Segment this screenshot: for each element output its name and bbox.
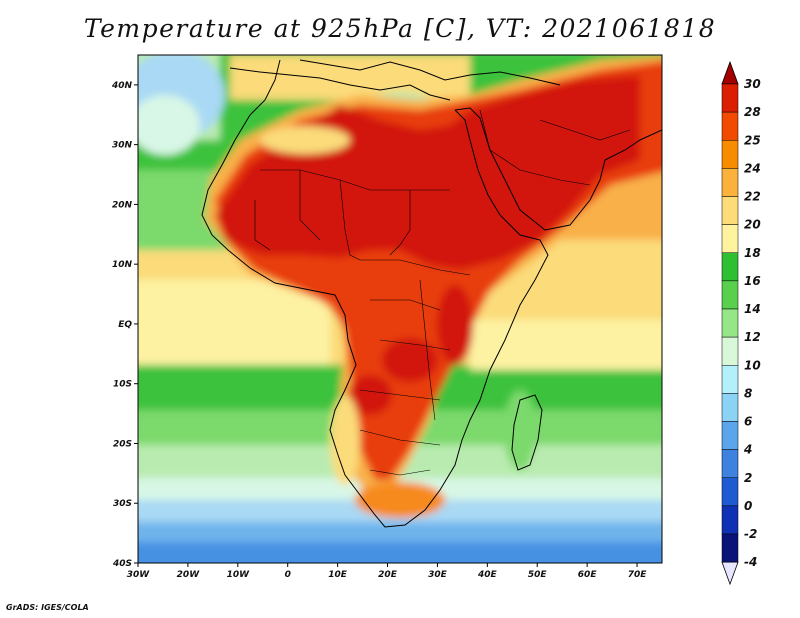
longitude-axis: 30W 20W 10W 0 10E 20E 30E 40E 50E 60E 70E (127, 563, 647, 580)
field-atlas (260, 126, 350, 154)
lat-tick-label: 20N (112, 200, 133, 210)
lat-tick-label: 30N (112, 141, 133, 151)
colorbar-label: 16 (744, 274, 761, 288)
footer-credit: GrADS: IGES/COLA (6, 603, 89, 612)
lat-tick-label: 10N (112, 260, 133, 270)
colorbar-bottom-arrow (721, 561, 739, 586)
field-south-africa (355, 482, 445, 518)
chart-title: Temperature at 925hPa [C], VT: 202106181… (83, 14, 717, 43)
colorbar-segment (721, 111, 739, 141)
lat-tick-label: 40S (112, 559, 132, 569)
field-namib (330, 395, 360, 485)
colorbar-label: 8 (744, 386, 752, 400)
latitude-axis: 40N 30N 20N 10N EQ 10S 20S 30S 40S (111, 81, 138, 569)
field-angola-hot (348, 375, 392, 415)
lat-tick-label: 40N (111, 81, 133, 91)
lon-tick-label: 0 (285, 570, 291, 580)
colorbar-label: 20 (744, 218, 761, 232)
colorbar-segment (721, 140, 739, 169)
lon-tick-label: 40E (477, 570, 498, 580)
colorbar-segment (721, 449, 739, 478)
madagascar-coast (511, 394, 543, 471)
lat-tick-label: 30S (113, 499, 132, 509)
colorbar-segment (721, 477, 739, 507)
colorbar-label: 6 (744, 415, 752, 429)
colorbar-label: 12 (744, 330, 761, 344)
field-congo-hot (382, 338, 438, 382)
country-borders (254, 109, 631, 476)
colorbar-segment (721, 393, 739, 422)
lon-tick-label: 60E (578, 570, 598, 580)
colorbar-segment (721, 365, 739, 394)
colorbar-label: -4 (744, 555, 757, 569)
field-med (230, 55, 470, 100)
field-indian-pale (470, 320, 662, 370)
colorbar-segment (721, 308, 739, 338)
lon-tick-label: 10E (328, 570, 348, 580)
colorbar-label: 4 (743, 443, 752, 457)
colorbar-label: -2 (744, 527, 757, 541)
colorbar-segment (721, 533, 739, 563)
colorbar-label: 2 (744, 471, 752, 485)
lon-tick-label: 70E (628, 570, 648, 580)
plot-frame (137, 54, 663, 564)
mediterranean-north-coast (299, 59, 561, 86)
colorbar-label: 18 (744, 246, 761, 260)
colorbar-label: 30 (744, 77, 761, 91)
colorbar-segment (721, 505, 739, 535)
field-great-lakes-hot (437, 285, 473, 365)
coastlines (201, 59, 662, 528)
lon-tick-label: 20E (378, 570, 398, 580)
africa-coast (201, 59, 549, 528)
colorbar-segment (721, 168, 739, 197)
colorbar-label: 25 (744, 133, 761, 147)
temperature-field (138, 55, 662, 563)
colorbar-segment (721, 280, 739, 310)
lon-tick-label: 10W (227, 570, 251, 580)
colorbar-label: 22 (744, 190, 761, 204)
colorbar-segment (721, 421, 739, 450)
colorbar-top-arrow (721, 60, 739, 85)
field-eq-pale (138, 280, 330, 365)
colorbar-label: 14 (744, 302, 761, 316)
colorbar-label: 10 (744, 358, 761, 372)
mediterranean-south-coast (229, 67, 451, 101)
lat-tick-label: 20S (113, 439, 132, 449)
lon-tick-label: 20W (177, 570, 201, 580)
colorbar-label: 0 (744, 499, 752, 513)
field-nw-cyan (138, 95, 200, 155)
lon-tick-label: 50E (528, 570, 548, 580)
lon-tick-label: 30E (428, 570, 448, 580)
colorbar-label: 28 (744, 105, 761, 119)
colorbar-segment (721, 252, 739, 282)
colorbar-label: 24 (744, 161, 761, 175)
arabia-coast (454, 107, 662, 231)
lon-tick-label: 30W (127, 570, 151, 580)
field-south-blue-mid (138, 542, 662, 563)
lat-tick-label: EQ (118, 320, 132, 330)
colorbar-segment (721, 196, 739, 225)
lat-tick-label: 10S (113, 380, 132, 390)
colorbar-segment (721, 224, 739, 253)
colorbar-segment (721, 336, 739, 366)
colorbar-segment (721, 83, 739, 113)
